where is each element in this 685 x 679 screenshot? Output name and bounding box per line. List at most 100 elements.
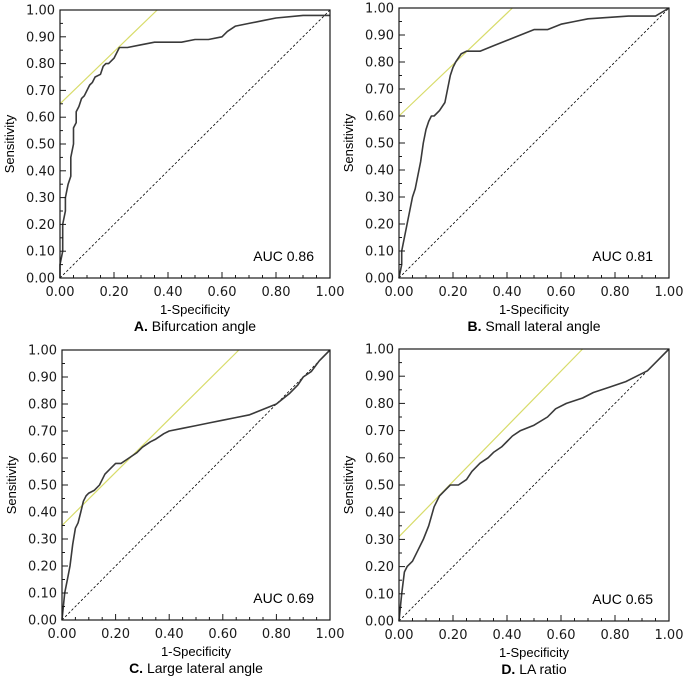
x-tick-label: 0.80 (601, 285, 630, 300)
panel-letter: C. (129, 660, 143, 676)
panel-title: Bifurcation angle (148, 318, 256, 334)
roc-chart-svg: 0.00 0.10 0.20 0.30 0.40 0.50 0.60 0.70 0.80 0.90… (2, 4, 345, 335)
x-tick-label: 0.80 (262, 285, 291, 300)
y-tick-label: 0.10 (365, 587, 394, 602)
y-tick-label: 0.70 (365, 424, 394, 439)
roc-curve-line (59, 14, 330, 278)
x-axis-label: 1-Specificity (499, 302, 570, 317)
y-tick-label: 0.20 (365, 218, 394, 233)
x-tick-label: 1.00 (316, 627, 345, 642)
auc-annotation: AUC 0.69 (253, 590, 314, 606)
y-tick-label: 0.30 (28, 533, 57, 548)
y-tick-label: 0.00 (365, 272, 394, 287)
y-tick-label: 0.60 (365, 451, 394, 466)
y-tick-label: 0.90 (365, 370, 394, 385)
tangent-line (59, 9, 158, 105)
x-axis-label: 1-Specificity (499, 645, 570, 660)
panel-caption: B. Small lateral angle (467, 318, 600, 334)
y-tick-label: 0.60 (26, 111, 55, 126)
x-tick-label: 0.00 (385, 628, 414, 643)
y-tick-label: 0.50 (365, 479, 394, 494)
y-tick-label: 0.60 (365, 110, 394, 125)
panel-letter: A. (134, 318, 148, 334)
y-tick-label: 0.40 (365, 164, 394, 179)
reference-diagonal-line (398, 7, 670, 279)
x-tick-label: 0.80 (262, 627, 291, 642)
x-tick-label: 0.20 (439, 628, 468, 643)
x-tick-label: 0.40 (155, 627, 184, 642)
x-tick-label: 0.60 (547, 628, 576, 643)
y-tick-label: 0.20 (26, 218, 55, 233)
x-tick-label: 0.40 (493, 285, 522, 300)
reference-diagonal-line (59, 9, 331, 279)
x-tick-label: 0.80 (601, 628, 630, 643)
auc-annotation: AUC 0.81 (592, 248, 653, 264)
x-tick-label: 0.60 (208, 627, 237, 642)
y-tick-label: 0.90 (26, 30, 55, 45)
roc-chart-svg: 0.00 0.10 0.20 0.30 0.40 0.50 0.60 0.70 0.80 0.90… (341, 343, 684, 678)
reference-diagonal-line (398, 348, 670, 622)
y-tick-label: 0.50 (365, 137, 394, 152)
x-tick-label: 0.20 (101, 627, 130, 642)
y-tick-label: 0.20 (365, 560, 394, 575)
y-tick-label: 0.10 (365, 245, 394, 260)
x-tick-label: 0.60 (208, 285, 237, 300)
auc-annotation: AUC 0.65 (592, 591, 653, 607)
roc-chart-svg: 0.00 0.10 0.20 0.30 0.40 0.50 0.60 0.70 0.80 0.90… (341, 2, 684, 335)
x-tick-label: 0.20 (100, 285, 129, 300)
y-tick-label: 1.00 (365, 2, 394, 17)
y-tick-label: 0.20 (28, 560, 57, 575)
roc-panel-a: 0.00 0.10 0.20 0.30 0.40 0.50 0.60 0.70 0.80 0.90… (0, 0, 345, 340)
y-tick-label: 0.30 (365, 191, 394, 206)
roc-curve-line (398, 7, 670, 279)
roc-panel-c: 0.00 0.10 0.20 0.30 0.40 0.50 0.60 0.70 0.80 0.90… (0, 340, 345, 679)
tangent-line (61, 349, 240, 526)
y-tick-label: 0.40 (26, 164, 55, 179)
x-axis-label: 1-Specificity (160, 302, 231, 317)
roc-panel-b: 0.00 0.10 0.20 0.30 0.40 0.50 0.60 0.70 0.80 0.90… (341, 0, 685, 340)
x-tick-label: 0.00 (46, 285, 75, 300)
panel-caption: A. Bifurcation angle (134, 318, 256, 334)
y-tick-label: 0.90 (28, 371, 57, 386)
roc-panel-d: 0.00 0.10 0.20 0.30 0.40 0.50 0.60 0.70 0.80 0.90… (341, 340, 685, 679)
x-tick-label: 1.00 (316, 285, 345, 300)
panel-letter: B. (467, 318, 481, 334)
x-tick-label: 0.00 (385, 285, 414, 300)
y-tick-label: 0.90 (365, 29, 394, 44)
y-tick-label: 0.70 (26, 84, 55, 99)
y-tick-label: 0.30 (26, 191, 55, 206)
y-tick-label: 0.10 (28, 587, 57, 602)
y-tick-label: 0.40 (365, 506, 394, 521)
y-tick-label: 0.80 (26, 57, 55, 72)
y-axis-label: Sensitivity (341, 113, 356, 172)
y-tick-label: 0.50 (28, 479, 57, 494)
y-axis-label: Sensitivity (2, 114, 17, 173)
y-tick-label: 1.00 (28, 344, 57, 359)
y-tick-label: 0.10 (26, 245, 55, 260)
panel-letter: D. (501, 661, 515, 677)
x-tick-label: 0.60 (547, 285, 576, 300)
y-tick-label: 0.60 (28, 452, 57, 467)
y-tick-label: 0.00 (26, 272, 55, 287)
x-tick-label: 0.40 (493, 628, 522, 643)
y-tick-label: 0.80 (365, 397, 394, 412)
panel-title: LA ratio (515, 661, 567, 677)
y-tick-label: 0.30 (365, 533, 394, 548)
x-tick-label: 0.00 (48, 627, 77, 642)
y-tick-label: 0.80 (365, 56, 394, 71)
roc-curve-line (61, 349, 331, 621)
x-tick-label: 0.20 (439, 285, 468, 300)
tangent-line (398, 348, 584, 538)
y-axis-label: Sensitivity (341, 455, 356, 514)
y-tick-label: 0.50 (26, 138, 55, 153)
x-tick-label: 1.00 (655, 285, 684, 300)
x-tick-label: 0.40 (154, 285, 183, 300)
roc-chart-svg: 0.00 0.10 0.20 0.30 0.40 0.50 0.60 0.70 0.80 0.90… (4, 344, 345, 677)
y-tick-label: 0.70 (28, 425, 57, 440)
x-tick-label: 1.00 (655, 628, 684, 643)
reference-diagonal-line (61, 349, 331, 621)
y-tick-label: 1.00 (365, 343, 394, 358)
panel-caption: C. Large lateral angle (129, 660, 263, 676)
y-tick-label: 0.40 (28, 506, 57, 521)
